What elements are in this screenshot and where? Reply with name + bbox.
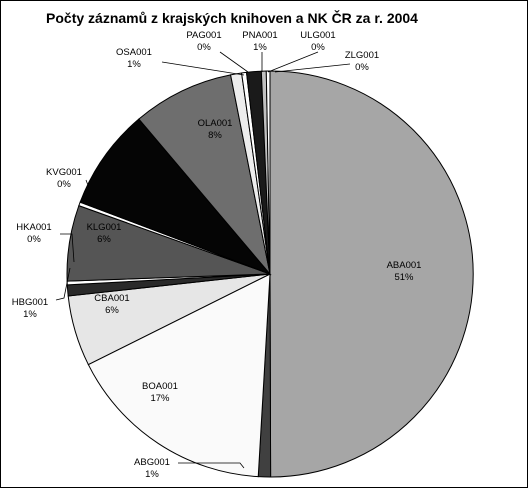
- slice-percent-hka001: 0%: [27, 234, 41, 245]
- leader-line-osa001: [161, 61, 245, 76]
- leader-lines: [55, 51, 351, 469]
- slice-label-ulg001: ULG001: [300, 30, 335, 41]
- slice-percent-abg001: 1%: [145, 469, 159, 480]
- slice-label-klg001: KLG001: [87, 222, 122, 233]
- slice-percent-kvg001: 0%: [57, 179, 71, 190]
- pie-slice-boa001: [87, 273, 271, 478]
- slice-percent-pag001: 0%: [197, 42, 211, 53]
- slice-label-boa001: BOA001: [142, 381, 178, 392]
- pie-slice-aba001: [269, 70, 474, 478]
- slice-label-abg001: ABG001: [134, 457, 170, 468]
- slice-label-hbg001: HBG001: [12, 297, 48, 308]
- slice-percent-zlg001: 0%: [355, 62, 369, 73]
- slice-label-cba001: CBA001: [94, 293, 129, 304]
- slice-percent-osa001: 1%: [127, 59, 141, 70]
- slice-percent-boa001: 17%: [150, 393, 170, 404]
- slice-label-osa001: OSA001: [116, 47, 152, 58]
- slice-labels: ABA00151%ABG0011%BOA00117%CBA0016%HBG001…: [12, 30, 422, 480]
- slice-percent-klg001: 6%: [97, 234, 111, 245]
- slice-label-pna001: PNA001: [242, 30, 277, 41]
- pie-slices: [66, 70, 474, 478]
- leader-line-pag001: [219, 51, 249, 73]
- slice-percent-aba001: 51%: [394, 272, 414, 283]
- slice-percent-lia001: 8%: [99, 115, 113, 126]
- slice-label-hka001: HKA001: [16, 222, 51, 233]
- leader-line-hka001: [60, 233, 75, 263]
- pie-slice-lia001: [79, 118, 272, 276]
- leader-line-zlg001: [274, 63, 351, 73]
- slice-label-pag001: PAG001: [186, 30, 221, 41]
- slice-percent-hbg001: 1%: [23, 309, 37, 320]
- pie-slice-ola001: [138, 74, 271, 276]
- slice-percent-ulg001: 0%: [311, 42, 325, 53]
- slice-label-aba001: ABA001: [387, 260, 422, 271]
- slice-percent-ola001: 8%: [208, 130, 222, 141]
- leader-line-hbg001: [55, 267, 71, 301]
- slice-label-ola001: OLA001: [198, 118, 233, 129]
- slice-percent-cba001: 6%: [105, 305, 119, 316]
- slice-label-zlg001: ZLG001: [345, 50, 379, 61]
- slice-label-lia001: LIA001: [91, 103, 121, 114]
- slice-label-kvg001: KVG001: [46, 167, 82, 178]
- slice-percent-pna001: 1%: [253, 42, 267, 53]
- chart-title: Počty záznamů z krajských knihoven a NK …: [46, 9, 418, 26]
- leader-line-abg001: [178, 462, 245, 469]
- leader-line-kvg001: [85, 179, 90, 189]
- leader-line-ulg001: [267, 51, 319, 73]
